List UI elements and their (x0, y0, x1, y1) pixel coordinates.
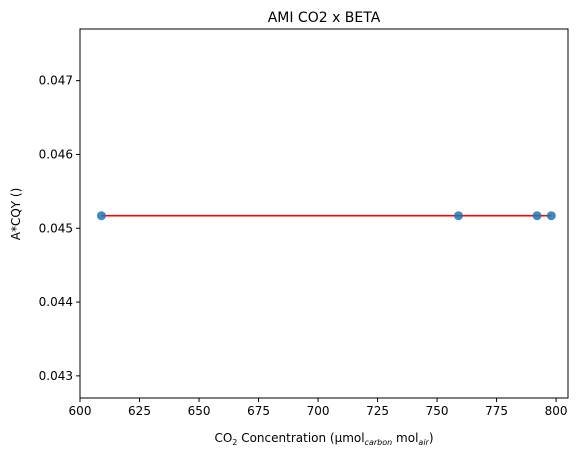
x-axis: 600 625 650 675 700 725 750 775 800 (69, 398, 568, 418)
data-point-3 (532, 211, 542, 221)
plot-area (96, 211, 556, 221)
x-tick-label: 800 (545, 404, 568, 418)
x-tick-label: 650 (188, 404, 211, 418)
plot-frame (79, 28, 569, 399)
x-tick-label: 675 (247, 404, 270, 418)
data-point-1 (96, 211, 106, 221)
x-tick-label: 700 (307, 404, 330, 418)
data-point-2 (453, 211, 463, 221)
x-tick-label: 750 (426, 404, 449, 418)
data-point-4 (546, 211, 556, 221)
chart-title: AMI CO2 x BETA (268, 10, 381, 26)
x-tick-label: 600 (69, 404, 92, 418)
x-tick-label: 725 (366, 404, 389, 418)
y-axis-label: A*CQY () (9, 188, 23, 241)
x-tick-label: 775 (485, 404, 508, 418)
y-axis: 0.043 0.044 0.045 0.046 0.047 (39, 74, 80, 383)
y-tick-label: 0.043 (39, 369, 73, 383)
y-tick-label: 0.046 (39, 147, 73, 161)
x-axis-label: CO2 Concentration (µmolcarbon molair) (214, 431, 433, 447)
y-tick-label: 0.047 (39, 74, 73, 88)
y-tick-label: 0.044 (39, 295, 73, 309)
x-tick-label: 625 (128, 404, 151, 418)
y-tick-label: 0.045 (39, 221, 73, 235)
